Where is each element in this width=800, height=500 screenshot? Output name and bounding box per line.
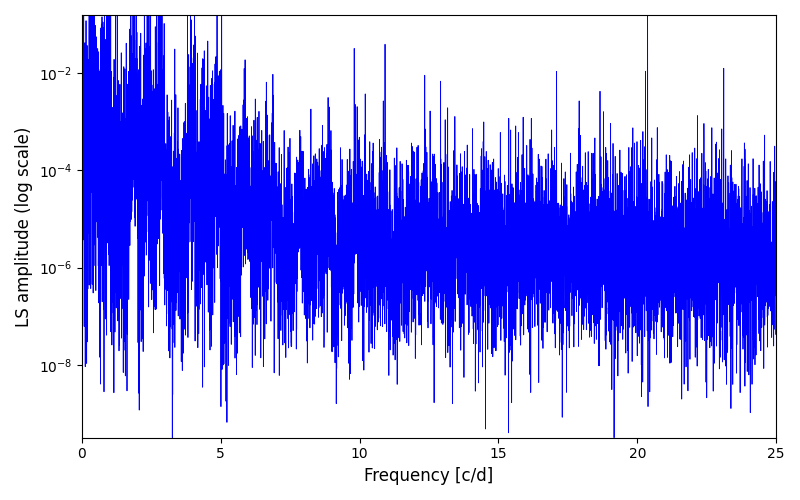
X-axis label: Frequency [c/d]: Frequency [c/d] [364,467,494,485]
Y-axis label: LS amplitude (log scale): LS amplitude (log scale) [15,126,33,326]
